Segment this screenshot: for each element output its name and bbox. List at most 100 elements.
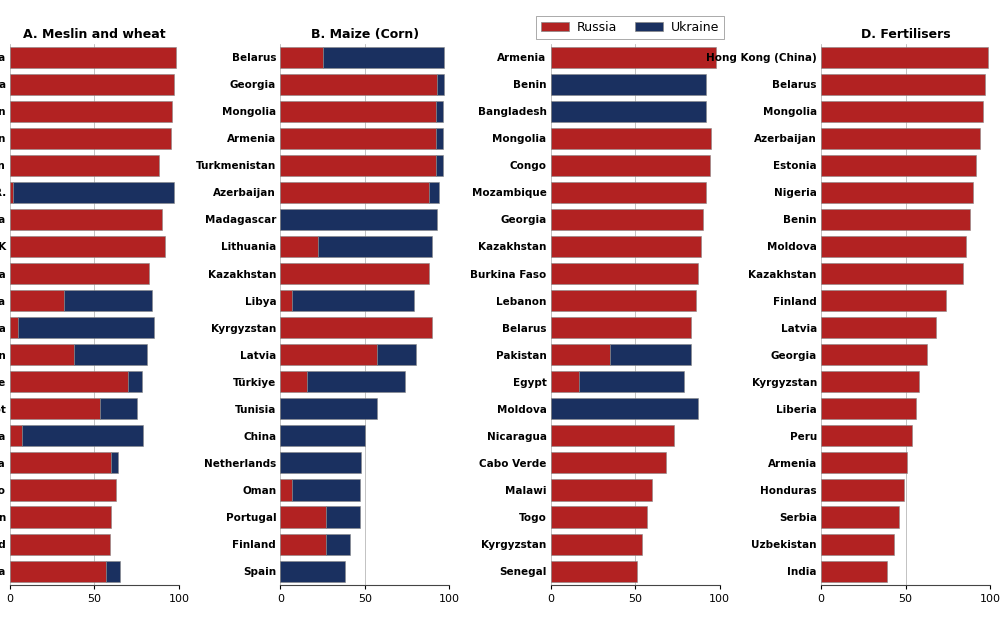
Bar: [821, 560, 887, 582]
Bar: [280, 101, 436, 122]
Bar: [10, 506, 111, 527]
Bar: [821, 506, 899, 527]
Bar: [551, 155, 710, 176]
Bar: [280, 290, 292, 311]
Bar: [610, 344, 691, 365]
Bar: [551, 73, 706, 95]
Bar: [280, 398, 377, 419]
Bar: [436, 101, 443, 122]
Bar: [551, 371, 579, 392]
Bar: [10, 480, 116, 501]
Bar: [10, 128, 171, 149]
Bar: [292, 290, 414, 311]
Bar: [551, 209, 703, 230]
Bar: [10, 398, 100, 419]
Bar: [280, 182, 429, 203]
Bar: [280, 344, 377, 365]
Bar: [821, 480, 904, 501]
Bar: [551, 452, 666, 473]
Bar: [10, 534, 110, 555]
Bar: [280, 236, 318, 257]
Bar: [821, 398, 916, 419]
Bar: [437, 73, 444, 95]
Bar: [10, 182, 13, 203]
Bar: [22, 425, 143, 447]
Bar: [551, 344, 610, 365]
Bar: [551, 506, 647, 527]
Bar: [128, 371, 142, 392]
Bar: [10, 47, 176, 68]
Bar: [280, 209, 437, 230]
Bar: [111, 452, 118, 473]
Bar: [821, 47, 988, 68]
Bar: [10, 344, 74, 365]
Bar: [551, 263, 698, 284]
Bar: [821, 452, 907, 473]
Bar: [10, 371, 128, 392]
Title: D. Fertilisers: D. Fertilisers: [861, 28, 950, 41]
Bar: [10, 452, 111, 473]
Title: A. Meslin and wheat: A. Meslin and wheat: [23, 28, 166, 41]
Bar: [429, 182, 439, 203]
Bar: [436, 128, 443, 149]
Bar: [551, 560, 637, 582]
Bar: [821, 101, 983, 122]
Bar: [10, 290, 64, 311]
Bar: [280, 480, 292, 501]
Bar: [323, 47, 444, 68]
Bar: [551, 534, 642, 555]
Bar: [551, 425, 674, 447]
Bar: [106, 560, 120, 582]
Bar: [280, 534, 326, 555]
Bar: [280, 371, 307, 392]
Bar: [821, 155, 976, 176]
Bar: [821, 236, 966, 257]
Bar: [64, 290, 152, 311]
Bar: [10, 73, 174, 95]
Bar: [280, 73, 437, 95]
Bar: [821, 534, 894, 555]
Bar: [280, 452, 361, 473]
Bar: [280, 128, 436, 149]
Bar: [551, 47, 716, 68]
Bar: [10, 236, 165, 257]
Bar: [10, 263, 149, 284]
Bar: [10, 155, 159, 176]
Bar: [821, 425, 912, 447]
Bar: [10, 209, 162, 230]
Bar: [821, 128, 980, 149]
Bar: [579, 371, 684, 392]
Bar: [280, 317, 432, 338]
Bar: [100, 398, 137, 419]
Bar: [10, 560, 106, 582]
Bar: [551, 398, 698, 419]
Bar: [326, 534, 350, 555]
Bar: [307, 371, 405, 392]
Bar: [377, 344, 416, 365]
Bar: [280, 263, 429, 284]
Bar: [551, 128, 711, 149]
Bar: [821, 371, 919, 392]
Title: B. Maize (Corn): B. Maize (Corn): [311, 28, 419, 41]
Legend: Russia, Ukraine: Russia, Ukraine: [536, 16, 724, 39]
Bar: [280, 425, 365, 447]
Bar: [551, 101, 706, 122]
Bar: [551, 182, 706, 203]
Bar: [18, 317, 154, 338]
Bar: [318, 236, 432, 257]
Bar: [436, 155, 443, 176]
Bar: [10, 425, 22, 447]
Bar: [551, 317, 691, 338]
Bar: [821, 290, 946, 311]
Bar: [821, 317, 936, 338]
Bar: [280, 506, 326, 527]
Bar: [280, 47, 323, 68]
Bar: [74, 344, 147, 365]
Bar: [551, 236, 701, 257]
Bar: [821, 182, 973, 203]
Title: C. Durum wheat: C. Durum wheat: [579, 28, 692, 41]
Bar: [292, 480, 360, 501]
Bar: [821, 263, 963, 284]
Bar: [10, 101, 172, 122]
Bar: [821, 209, 970, 230]
